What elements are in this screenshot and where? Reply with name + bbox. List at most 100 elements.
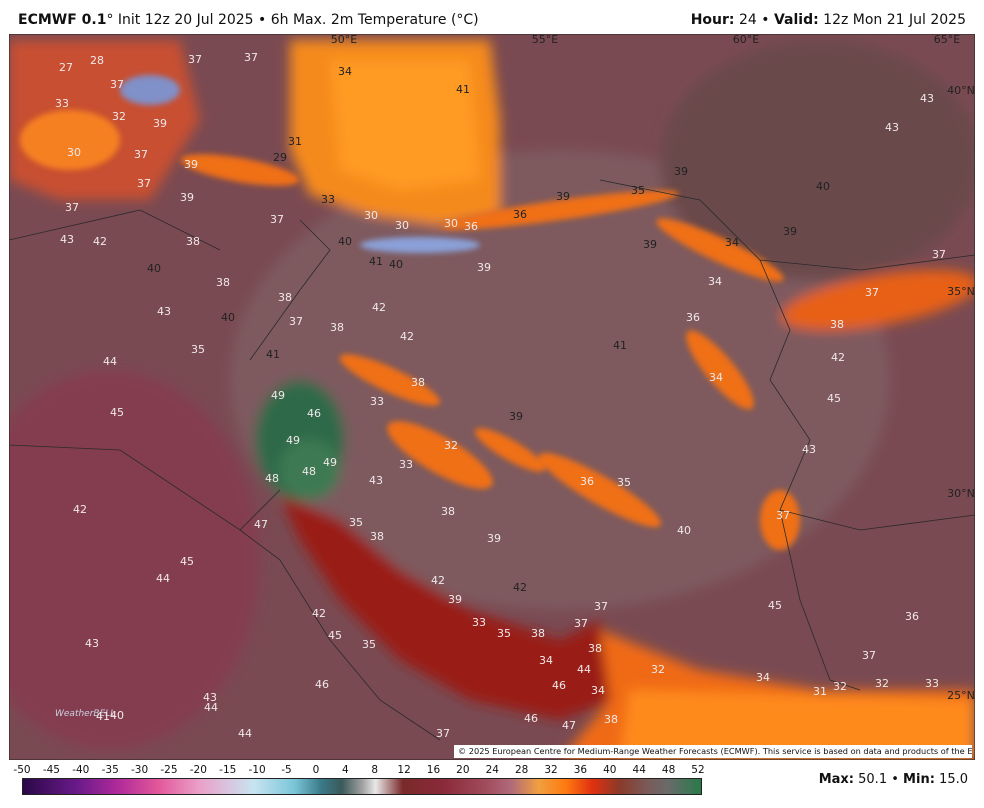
grid-label: 40°N: [947, 84, 975, 97]
temperature-label: 39: [509, 410, 523, 423]
grid-label: 30°N: [947, 487, 975, 500]
temperature-label: 33: [370, 395, 384, 408]
max: 50.1: [858, 772, 888, 787]
temperature-label: 45: [180, 555, 194, 568]
temperature-label: 38: [411, 376, 425, 389]
colorbar-tick-label: 48: [661, 764, 676, 776]
grid-label: 35°N: [947, 285, 975, 298]
temperature-label: 43: [920, 92, 934, 105]
valid-label: Valid:: [773, 12, 819, 28]
temperature-label: 46: [552, 679, 566, 692]
max-label: Max:: [818, 772, 854, 787]
grid-label: 65°E: [934, 34, 960, 46]
temperature-label: 43: [802, 443, 816, 456]
grid-label: 50°E: [331, 34, 357, 46]
temperature-label: 32: [875, 677, 889, 690]
colorbar-tick-label: -15: [219, 764, 237, 776]
temperature-label: 38: [830, 318, 844, 331]
temperature-label: 43: [885, 121, 899, 134]
temperature-label: 37: [65, 201, 79, 214]
colorbar-tick-label: -20: [189, 764, 207, 776]
temperature-label: 38: [370, 530, 384, 543]
footer: Max: 50.1 • Min: 15.0: [819, 772, 968, 787]
temperature-label: 40: [677, 524, 691, 537]
temperature-label: 49: [323, 456, 337, 469]
temperature-label: 38: [604, 713, 618, 726]
temperature-label: 34: [539, 654, 553, 667]
credit: © 2025 European Centre for Medium-Range …: [454, 745, 972, 758]
colorbar: [22, 778, 702, 795]
temperature-label: 34: [338, 65, 352, 78]
temperature-label: 34: [709, 371, 723, 384]
temperature-label: 43: [203, 691, 217, 704]
temperature-label: 38: [531, 627, 545, 640]
temperature-label: 46: [315, 678, 329, 691]
temperature-label: 40: [816, 180, 830, 193]
colorbar-tick-label: 16: [426, 764, 441, 776]
header-right: Hour: 24 • Valid: 12z Mon 21 Jul 2025: [691, 12, 966, 28]
temperature-label: 42: [312, 607, 326, 620]
temperature-label: 35: [362, 638, 376, 651]
temperature-label: 37: [134, 148, 148, 161]
temperature-label: 40: [338, 235, 352, 248]
min: 15.0: [939, 772, 968, 787]
temperature-label: 37: [862, 649, 876, 662]
borders: [9, 179, 975, 741]
temperature-label: 37: [932, 248, 946, 261]
temperature-label: 49: [271, 389, 285, 402]
colorbar-tick-label: -40: [72, 764, 90, 776]
temperature-label: 41: [266, 348, 280, 361]
grid-label: 60°E: [733, 34, 759, 46]
temperature-label: 49: [286, 434, 300, 447]
temperature-label: 39: [783, 225, 797, 238]
temperature-label: 45: [328, 629, 342, 642]
temperature-label: 43: [157, 305, 171, 318]
temperature-label: 31: [813, 685, 827, 698]
header-left: ECMWF 0.1° Init 12z 20 Jul 2025 • 6h Max…: [18, 12, 479, 28]
colorbar-tick-label: -35: [101, 764, 119, 776]
temperature-label: 43: [60, 233, 74, 246]
colorbar-tick-label: 36: [573, 764, 588, 776]
temperature-label: 45: [768, 599, 782, 612]
temperature-label: 34: [591, 684, 605, 697]
temperature-label: 33: [925, 677, 939, 690]
colorbar-tick-label: 0: [312, 764, 320, 776]
colorbar-tick-label: 44: [632, 764, 646, 776]
temperature-label: 31: [288, 135, 302, 148]
colorbar-labels: -50 -45 -40 -35 -30 -25 -20 -15 -10 -5 0 4 8 12 16 20 24…: [8, 764, 712, 776]
temperature-label: 38: [441, 505, 455, 518]
hour: 24: [738, 12, 757, 28]
temperature-label: 33: [321, 193, 335, 206]
colorbar-tick-label: 4: [341, 764, 349, 776]
temperature-label: 35: [349, 516, 363, 529]
temperature-label: 39: [674, 165, 688, 178]
temperature-label: 34: [756, 671, 770, 684]
temperature-label: 30: [395, 219, 409, 232]
grid-label: 55°E: [532, 34, 558, 46]
temperature-label: 40: [110, 709, 124, 722]
temperature-label: 38: [330, 321, 344, 334]
temperature-label: 39: [643, 238, 657, 251]
temperature-label: 27: [59, 61, 73, 74]
colorbar-tick-label: 52: [691, 764, 705, 776]
min-label: Min:: [903, 772, 935, 787]
watermark: WeatherBELL: [55, 709, 115, 719]
temperature-label: 35: [617, 476, 631, 489]
temperature-label: 35: [497, 627, 511, 640]
temperature-label: 36: [905, 610, 919, 623]
temperature-label: 42: [513, 581, 527, 594]
temperature-label: 40: [389, 258, 403, 271]
temperature-label: 37: [436, 727, 450, 740]
temperature-label: 44: [204, 701, 218, 714]
colorbar-tick-label: 24: [485, 764, 499, 776]
temperature-label: 35: [191, 343, 205, 356]
temperature-label: 38: [186, 235, 200, 248]
temperature-label: 45: [827, 392, 841, 405]
temperature-label: 33: [399, 458, 413, 471]
temperature-label: 48: [265, 472, 279, 485]
colorbar-tick-label: -5: [281, 764, 292, 776]
temperature-label: 30: [67, 146, 81, 159]
temperature-label: 45: [110, 406, 124, 419]
temperature-label: 46: [307, 407, 321, 420]
